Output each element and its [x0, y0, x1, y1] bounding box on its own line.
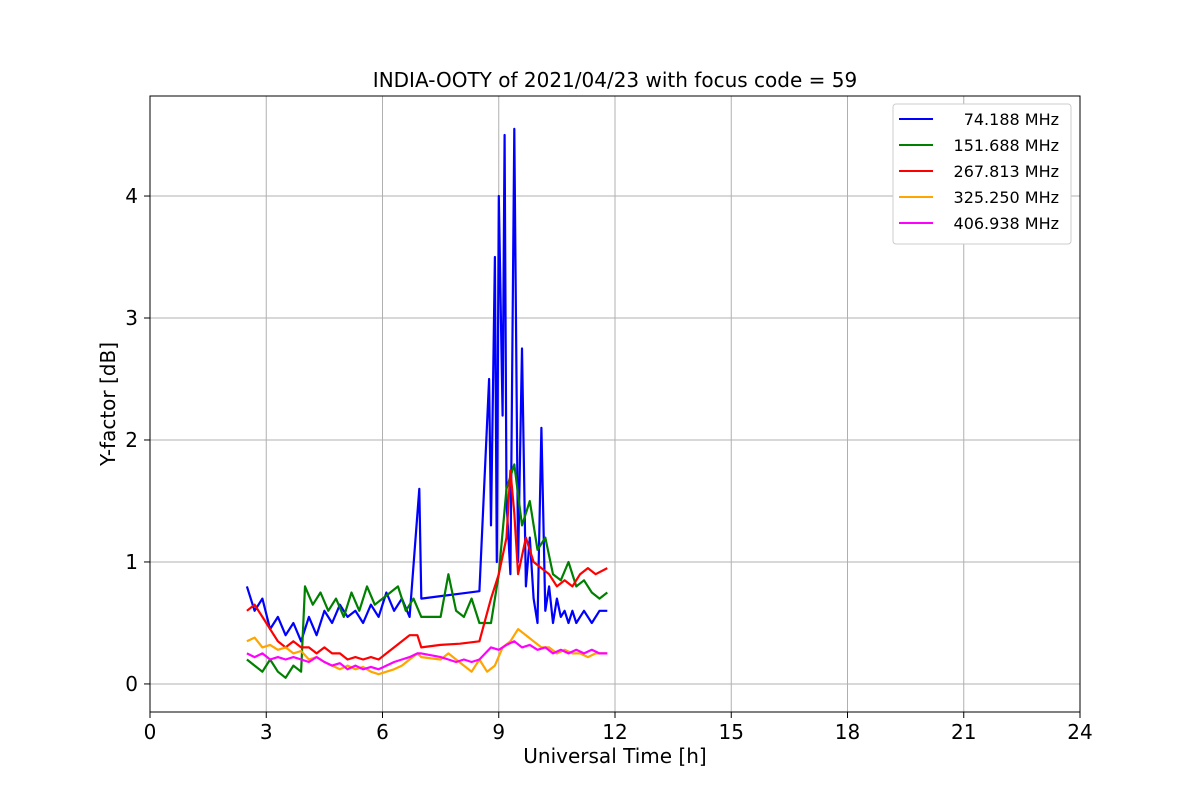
- legend: 74.188 MHz 151.688 MHz 267.813 MHz 325.250 …: [892, 103, 1072, 245]
- x-tick-label: 9: [492, 720, 505, 744]
- series-line-1: [246, 463, 608, 679]
- y-tick-label: 0: [125, 672, 138, 696]
- chart-title: INDIA-OOTY of 2021/04/23 with focus code…: [373, 68, 857, 92]
- x-tick-label: 12: [602, 720, 627, 744]
- series-line-2: [246, 469, 608, 661]
- legend-label-2: 267.813 MHz: [954, 162, 1059, 181]
- y-axis-label: Y-factor [dB]: [96, 342, 120, 467]
- legend-box: [892, 103, 1072, 245]
- legend-label-3: 325.250 MHz: [954, 188, 1059, 207]
- legend-label-1: 151.688 MHz: [954, 136, 1059, 155]
- x-axis-label: Universal Time [h]: [523, 744, 706, 768]
- series-layer: [245, 127, 608, 679]
- legend-label-0: 74.188 MHz: [964, 110, 1059, 129]
- y-tick-label: 4: [125, 184, 138, 208]
- series-line-0: [245, 127, 608, 643]
- x-tick-label: 6: [376, 720, 389, 744]
- x-tick-label: 3: [260, 720, 273, 744]
- x-tick-label: 18: [835, 720, 860, 744]
- y-tick-label: 1: [125, 550, 138, 574]
- legend-label-4: 406.938 MHz: [954, 214, 1059, 233]
- x-tick-label: 15: [719, 720, 744, 744]
- x-tick-label: 21: [951, 720, 976, 744]
- y-tick-label: 3: [125, 306, 138, 330]
- x-tick-label: 24: [1067, 720, 1092, 744]
- y-tick-label: 2: [125, 428, 138, 452]
- x-tick-label: 0: [144, 720, 157, 744]
- series-line-4: [246, 640, 608, 671]
